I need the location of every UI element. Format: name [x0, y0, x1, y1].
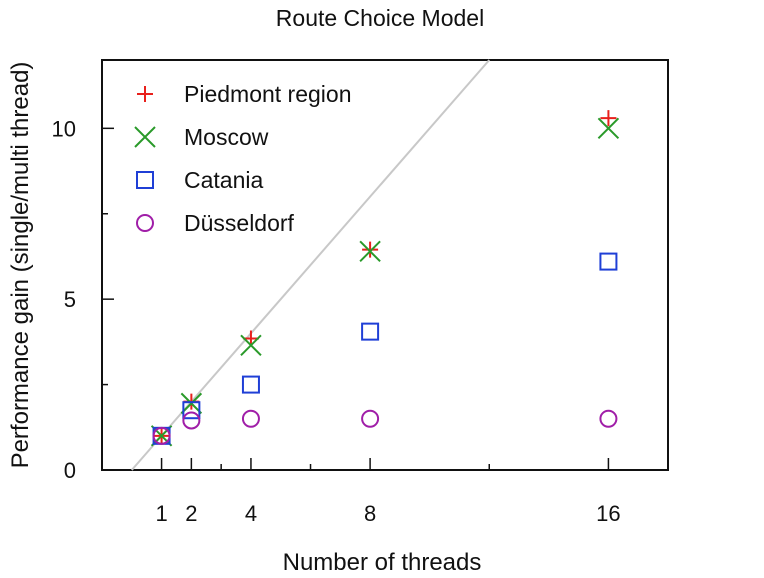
data-point [600, 110, 617, 127]
legend-marker [134, 126, 156, 148]
y-tick-label: 10 [52, 116, 76, 141]
data-point [241, 409, 260, 428]
data-point [599, 252, 618, 271]
y-tick-label: 5 [64, 287, 76, 312]
data-point [180, 392, 203, 415]
legend-marker [137, 86, 153, 102]
x-tick-label: 2 [185, 501, 197, 526]
data-point [150, 425, 173, 447]
data-point [362, 241, 379, 258]
data-point [242, 330, 259, 347]
x-tick-label: 8 [364, 501, 376, 526]
data-point [240, 334, 262, 356]
legend-label: Piedmont region [184, 81, 352, 107]
legend-marker [136, 171, 154, 189]
data-point [182, 411, 201, 430]
data-point [361, 409, 380, 428]
chart-title: Route Choice Model [276, 5, 484, 31]
y-axis-label: Performance gain (single/multi thread) [7, 62, 34, 469]
legend-marker [136, 214, 154, 232]
x-tick-label: 16 [596, 501, 620, 526]
data-point [152, 426, 171, 445]
legend-label: Catania [184, 167, 263, 193]
x-tick-label: 1 [155, 501, 167, 526]
x-axis-label: Number of threads [283, 549, 482, 576]
data-point [361, 322, 380, 341]
data-point [359, 240, 381, 263]
data-point [597, 117, 620, 140]
y-tick-label: 0 [64, 458, 76, 483]
data-point [241, 375, 260, 394]
legend-label: Moscow [184, 124, 269, 150]
x-tick-label: 4 [245, 501, 257, 526]
data-point [599, 409, 618, 428]
data-point [182, 401, 201, 420]
plot-frame [101, 59, 669, 471]
legend-label: Düsseldorf [184, 210, 295, 236]
